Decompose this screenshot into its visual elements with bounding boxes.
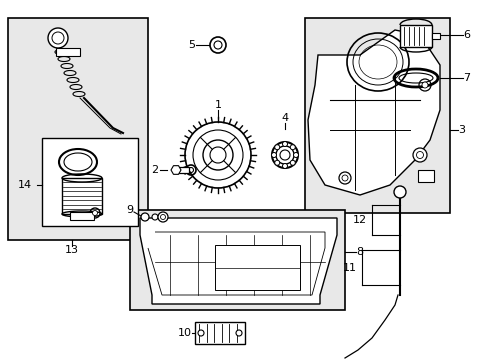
Text: 12: 12 <box>352 215 366 225</box>
Bar <box>8 18 148 240</box>
Bar <box>215 245 299 290</box>
Circle shape <box>92 211 97 216</box>
Bar <box>177 167 189 173</box>
Bar <box>42 138 138 226</box>
Circle shape <box>158 212 168 222</box>
Circle shape <box>293 153 298 158</box>
Text: 8: 8 <box>356 247 363 257</box>
Text: 3: 3 <box>458 125 465 135</box>
Polygon shape <box>140 218 336 304</box>
Circle shape <box>90 208 100 218</box>
Circle shape <box>48 28 68 48</box>
Circle shape <box>290 145 295 150</box>
Text: 2: 2 <box>151 165 158 175</box>
Circle shape <box>338 172 350 184</box>
Circle shape <box>282 163 287 168</box>
Bar <box>56 48 80 56</box>
Circle shape <box>160 215 165 220</box>
Polygon shape <box>307 30 439 195</box>
Circle shape <box>152 214 158 220</box>
Circle shape <box>416 152 423 158</box>
Bar <box>70 212 94 220</box>
Bar <box>130 210 345 310</box>
Bar <box>195 322 244 344</box>
Circle shape <box>412 148 426 162</box>
Circle shape <box>198 330 203 336</box>
Circle shape <box>282 141 287 147</box>
Circle shape <box>52 32 64 44</box>
Circle shape <box>290 160 295 165</box>
Circle shape <box>274 160 279 165</box>
Circle shape <box>341 175 347 181</box>
Bar <box>431 33 439 39</box>
Text: 1: 1 <box>214 100 221 110</box>
Circle shape <box>209 37 225 53</box>
Text: 10: 10 <box>178 328 192 338</box>
Bar <box>399 25 431 47</box>
Text: 14: 14 <box>18 180 32 190</box>
Circle shape <box>421 82 427 88</box>
Bar <box>305 18 449 213</box>
Circle shape <box>393 186 405 198</box>
Text: 6: 6 <box>463 30 469 40</box>
Circle shape <box>141 213 149 221</box>
Circle shape <box>274 145 279 150</box>
Circle shape <box>236 330 242 336</box>
Text: 5: 5 <box>188 40 195 50</box>
Text: 7: 7 <box>463 73 469 83</box>
Bar <box>417 170 433 182</box>
Text: 13: 13 <box>65 245 79 255</box>
Polygon shape <box>171 166 181 174</box>
Text: 4: 4 <box>281 113 288 123</box>
Circle shape <box>271 153 276 158</box>
Text: 9: 9 <box>126 205 133 215</box>
Circle shape <box>214 41 222 49</box>
Text: 11: 11 <box>342 263 356 273</box>
Bar <box>62 178 102 214</box>
Circle shape <box>418 79 430 91</box>
